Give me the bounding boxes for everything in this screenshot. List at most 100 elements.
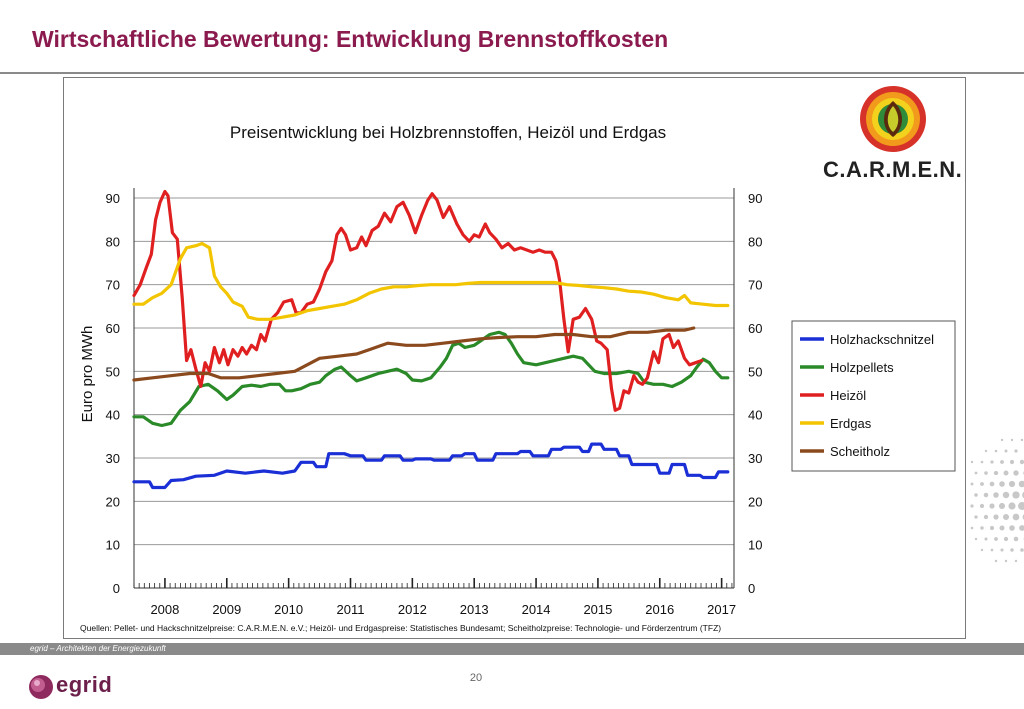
- deco-dot: [974, 493, 978, 497]
- series-line-holzhackschnitzel: [132, 442, 730, 490]
- chart-title: Preisentwicklung bei Holzbrennstoffen, H…: [230, 123, 666, 142]
- deco-dot: [1002, 491, 1010, 499]
- deco-dot: [1020, 548, 1024, 552]
- y-tick-label-left: 0: [113, 581, 120, 596]
- deco-dot: [1002, 513, 1010, 521]
- brand-name: egrid: [56, 672, 113, 697]
- deco-dot: [974, 515, 978, 519]
- deco-dot: [1000, 548, 1004, 552]
- deco-dot: [994, 537, 998, 541]
- x-year-label: 2013: [460, 602, 489, 617]
- legend: Holzhackschnitzel Holzpellets Heizöl Erdgas…: [791, 320, 956, 472]
- deco-dot: [998, 502, 1006, 510]
- legend-label: Scheitholz: [830, 444, 890, 459]
- deco-dot: [1000, 460, 1004, 464]
- x-year-label: 2014: [522, 602, 551, 617]
- deco-dot: [990, 460, 994, 464]
- deco-dot: [983, 492, 989, 498]
- deco-dot: [989, 481, 995, 487]
- x-year-label: 2009: [212, 602, 241, 617]
- y-tick-label-right: 40: [748, 408, 762, 423]
- legend-label: Holzpellets: [830, 360, 894, 375]
- chart-frame: Preisentwicklung bei Holzbrennstoffen, H…: [63, 77, 966, 639]
- egrid-logo-icon: [29, 675, 53, 699]
- y-tick-label-right: 90: [748, 191, 762, 206]
- y-tick-label-left: 20: [106, 494, 120, 509]
- decorative-dots-icon: [970, 438, 1024, 563]
- deco-dot: [1003, 536, 1009, 542]
- footer-text: egrid – Architekten der Energiezukunft: [30, 644, 166, 653]
- deco-dot: [1004, 559, 1008, 563]
- y-tick-label-left: 30: [106, 451, 120, 466]
- deco-dot: [970, 482, 974, 486]
- deco-dot: [980, 548, 984, 552]
- y-tick-label-right: 20: [748, 494, 762, 509]
- y-tick-label-right: 0: [748, 581, 755, 596]
- series-line-erdgas: [132, 241, 730, 321]
- deco-dot: [999, 525, 1005, 531]
- y-tick-label-left: 10: [106, 538, 120, 553]
- deco-dot: [999, 481, 1005, 487]
- y-tick-label-left: 60: [106, 321, 120, 336]
- series-layer: [132, 189, 730, 490]
- deco-dot: [989, 503, 995, 509]
- deco-dot: [1012, 491, 1020, 499]
- deco-dot: [970, 504, 974, 508]
- series-line-holzpellets: [132, 330, 730, 428]
- deco-dot: [979, 503, 985, 509]
- deco-dot: [1003, 470, 1009, 476]
- deco-dot: [970, 460, 974, 464]
- y-tick-label-right: 10: [748, 538, 762, 553]
- y-tick-label-left: 80: [106, 234, 120, 249]
- deco-dot: [1009, 459, 1015, 465]
- y-tick-label-left: 40: [106, 408, 120, 423]
- x-year-label: 2017: [707, 602, 736, 617]
- y-tick-label-left: 90: [106, 191, 120, 206]
- deco-dot: [1010, 548, 1014, 552]
- series-line-scheitholz: [132, 326, 696, 382]
- deco-dot: [974, 537, 978, 541]
- deco-dot: [984, 471, 988, 475]
- deco-dot: [980, 460, 984, 464]
- deco-dot: [994, 559, 998, 563]
- source-note: Quellen: Pellet- und Hackschnitzelpreise…: [80, 623, 721, 633]
- deco-dot: [1008, 502, 1016, 510]
- series-line-heizöl: [132, 189, 704, 412]
- y-axis-label: Euro pro MWh: [79, 326, 96, 423]
- deco-dot: [974, 471, 978, 475]
- deco-dot: [1010, 438, 1014, 442]
- deco-dot: [1018, 480, 1024, 488]
- deco-dot: [1019, 525, 1024, 531]
- title-divider: [0, 72, 1024, 74]
- slide-title: Wirtschaftliche Bewertung: Entwicklung B…: [32, 26, 669, 52]
- price-chart: Preisentwicklung bei Holzbrennstoffen, H…: [79, 123, 956, 633]
- legend-label: Holzhackschnitzel: [830, 332, 934, 347]
- x-year-label: 2015: [583, 602, 612, 617]
- x-year-label: 2016: [645, 602, 674, 617]
- y-tick-label-right: 60: [748, 321, 762, 336]
- deco-dot: [989, 525, 995, 531]
- deco-dot: [994, 449, 998, 453]
- deco-dot: [1020, 438, 1024, 442]
- deco-dot: [1013, 470, 1019, 476]
- deco-dot: [1004, 449, 1008, 453]
- y-tick-label-left: 50: [106, 364, 120, 379]
- x-year-label: 2011: [337, 602, 365, 617]
- deco-dot: [1012, 513, 1020, 521]
- page-number: 20: [469, 672, 483, 684]
- deco-dot: [1013, 536, 1019, 542]
- deco-dot: [984, 449, 988, 453]
- grid-layer: [134, 197, 734, 546]
- deco-dot: [1014, 559, 1018, 563]
- carmen-logo-text: C.A.R.M.E.N.: [823, 157, 963, 182]
- x-year-label: 2008: [150, 602, 179, 617]
- deco-dot: [993, 492, 999, 498]
- deco-dot: [1000, 438, 1004, 442]
- deco-dot: [1008, 480, 1016, 488]
- footer-band: [0, 643, 1024, 655]
- deco-dot: [980, 526, 984, 530]
- axis-layer: 0 0 10 10 20 20 30 30 40 40 50 50 60 60 70 70 80 80 90 90 20…: [106, 188, 762, 617]
- carmen-logo-icon: [858, 84, 928, 159]
- deco-dot: [1018, 502, 1024, 510]
- deco-dot: [980, 482, 984, 486]
